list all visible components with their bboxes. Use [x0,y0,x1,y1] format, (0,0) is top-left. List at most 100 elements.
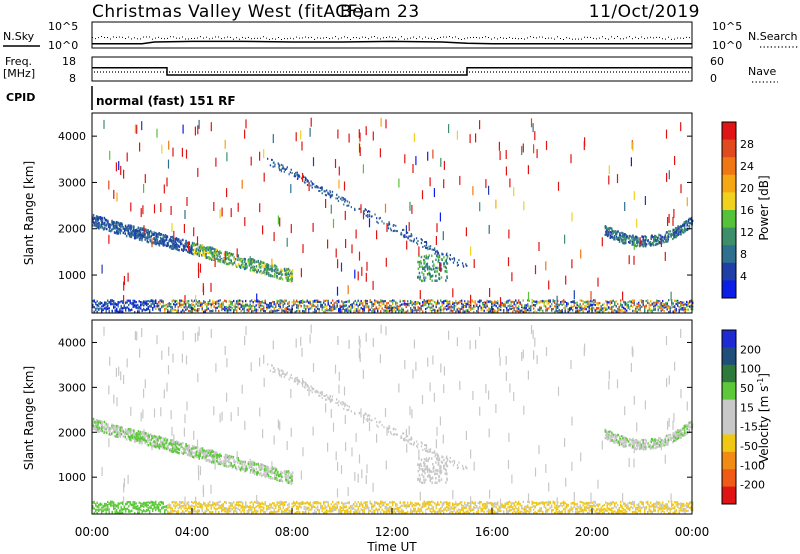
heatmap-cell [172,239,175,242]
heatmap-cell [105,308,107,311]
heatmap-cell [567,302,569,305]
heatmap-cell [381,220,383,223]
heatmap-cell [266,507,268,510]
heatmap-cell [131,302,133,305]
heatmap-cell [253,267,255,270]
heatmap-cell [271,265,274,268]
heatmap-cell [424,245,426,247]
heatmap-cell [311,304,313,307]
heatmap-cell [453,304,455,307]
heatmap-cell [275,271,278,275]
heatmap-cell [138,507,140,510]
heatmap-cell [636,241,639,245]
heatmap-cell [683,304,685,307]
heatmap-cell [244,265,247,268]
heatmap-cell [136,234,138,238]
heatmap-cell [251,261,253,264]
heatmap-cell [225,253,228,256]
heatmap-cell [663,309,665,313]
heatmap-cell [561,309,563,312]
heatmap-cell [291,301,293,304]
heatmap-cell [419,265,421,268]
heatmap-cell [582,302,584,306]
nsearch-dot [281,39,282,40]
heatmap-cell [633,191,635,201]
heatmap-cell [392,301,394,304]
heatmap-cell [307,179,309,182]
heatmap-cell [237,258,239,262]
heatmap-cell [447,305,449,309]
heatmap-cell [164,509,166,512]
heatmap-cell [290,168,292,171]
heatmap-cell [266,271,268,274]
heatmap-cell [434,279,436,282]
nsearch-dot [635,36,636,38]
heatmap-cell [432,299,434,302]
heatmap-cell [440,157,442,167]
heatmap-cell [635,245,638,248]
heatmap-cell [171,223,173,233]
heatmap-cell [222,302,224,305]
heatmap-cell [572,309,574,312]
heatmap-cell [534,309,536,313]
heatmap-cell [654,307,656,310]
heatmap-cell [282,309,284,312]
heatmap-cell [677,229,680,232]
nsearch-dot [128,36,129,38]
nsearch-dot [152,38,153,40]
heatmap-cell [612,309,614,312]
heatmap-cell [98,304,100,307]
heatmap-cell [424,260,426,263]
heatmap-cell [441,301,443,304]
heatmap-cell [567,311,569,314]
heatmap-cell [357,310,359,313]
heatmap-cell [368,309,370,312]
heatmap-cell [319,190,321,192]
heatmap-cell [430,275,433,278]
heatmap-cell [673,208,675,218]
heatmap-cell [232,253,235,256]
heatmap-cell [130,231,133,234]
heatmap-cell [581,299,583,302]
heatmap-cell [222,509,224,512]
heatmap-cell [139,227,141,230]
heatmap-cell [359,310,361,313]
heatmap-cell [674,156,676,165]
heatmap-cell [174,241,176,244]
heatmap-cell [285,511,287,514]
heatmap-cell [611,306,613,309]
heatmap-cell [302,309,304,313]
heatmap-cell [204,511,206,514]
nsearch-dot [218,36,219,38]
heatmap-cell [152,302,154,305]
heatmap-cell [129,299,131,302]
heatmap-cell [552,300,554,303]
heatmap-cell [671,306,673,309]
heatmap-cell [342,307,344,310]
heatmap-cell [516,302,518,305]
heatmap-cell [432,308,434,311]
heatmap-cell [256,268,258,271]
heatmap-cell [221,302,223,305]
heatmap-cell [98,308,100,311]
heatmap-cell [678,308,680,311]
heatmap-cell [162,304,164,307]
heatmap-cell [272,300,274,303]
heatmap-cell [168,506,170,509]
heatmap-cell [543,300,545,303]
heatmap-cell [174,304,176,307]
heatmap-cell [627,306,629,309]
heatmap-cell [659,300,661,303]
heatmap-cell [560,310,562,313]
heatmap-cell [431,310,433,314]
heatmap-cell [587,300,589,303]
heatmap-cell [372,131,374,141]
heatmap-cell [94,223,96,227]
heatmap-cell [450,306,452,309]
heatmap-cell [252,268,254,272]
heatmap-cell [272,134,274,144]
heatmap-cell [363,308,365,311]
heatmap-cell [409,201,411,211]
heatmap-cell [445,262,448,265]
heatmap-cell [225,309,227,312]
